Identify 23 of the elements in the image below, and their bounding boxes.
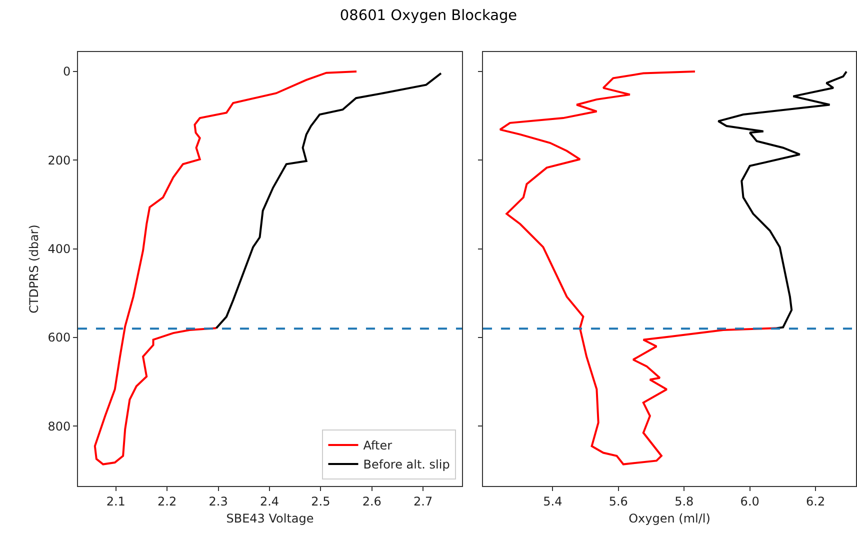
x-tick-label: 6.2 xyxy=(806,494,826,508)
x-tick-label: 5.4 xyxy=(543,494,562,508)
y-tick-label: 600 xyxy=(48,330,71,345)
x-tick-label: 2.5 xyxy=(311,494,330,508)
x-tick-label: 2.4 xyxy=(260,494,280,508)
x-axis-title: SBE43 Voltage xyxy=(226,511,314,526)
y-tick-label: 200 xyxy=(48,153,71,168)
legend-label: After xyxy=(363,438,392,453)
y-tick-label: 800 xyxy=(48,419,71,434)
x-axis-title: Oxygen (ml/l) xyxy=(628,511,710,526)
y-axis-title: CTDPRS (dbar) xyxy=(26,224,41,314)
y-tick-label: 400 xyxy=(48,242,71,256)
legend-label: Before alt. slip xyxy=(363,458,450,472)
x-tick-label: 2.7 xyxy=(414,494,433,508)
x-tick-label: 6.0 xyxy=(740,494,760,508)
x-tick-label: 5.6 xyxy=(608,494,628,508)
x-tick-label: 2.3 xyxy=(208,494,228,508)
chart-title: 08601 Oxygen Blockage xyxy=(338,8,518,24)
x-tick-label: 2.6 xyxy=(362,494,382,508)
x-tick-label: 5.8 xyxy=(674,494,694,508)
x-tick-label: 2.1 xyxy=(106,494,126,508)
x-tick-label: 2.2 xyxy=(158,494,177,508)
y-tick-label: 0 xyxy=(62,64,71,79)
